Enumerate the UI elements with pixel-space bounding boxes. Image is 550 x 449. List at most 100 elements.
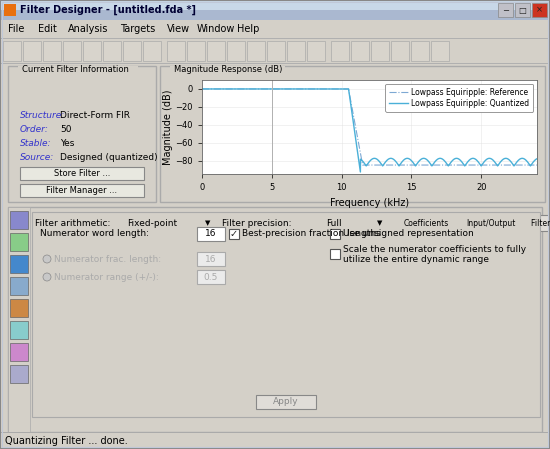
Bar	[10, 277, 28, 295]
Bar	[122, 229, 124, 230]
Lowpass Equiripple: Reference: (2.74, 0): Reference: (2.74, 0)	[237, 86, 244, 92]
Line: Lowpass Equiripple: Reference: Lowpass Equiripple: Reference	[202, 89, 537, 165]
Bar	[0, 38, 550, 64]
Y-axis label: Magnitude (dB): Magnitude (dB)	[163, 89, 173, 165]
Line: Lowpass Equiripple: Quantized: Lowpass Equiripple: Quantized	[202, 89, 537, 172]
Bar	[43, 41, 61, 61]
Bar	[287, 41, 305, 61]
Bar	[162, 229, 164, 230]
Text: Store Filter ...: Store Filter ...	[54, 169, 110, 178]
Bar	[10, 365, 28, 383]
Bar	[18, 66, 138, 75]
Bar	[134, 229, 136, 230]
Bar	[307, 41, 325, 61]
Text: ▼: ▼	[205, 220, 211, 226]
Bar	[166, 229, 168, 230]
Text: Filter arithmetic:: Filter arithmetic:	[35, 219, 111, 228]
Bar	[20, 167, 144, 180]
Bar	[118, 215, 120, 216]
Text: Analysis: Analysis	[68, 24, 108, 34]
Lowpass Equiripple: Reference: (24, -85): Reference: (24, -85)	[534, 163, 540, 168]
Bar	[178, 229, 180, 230]
Bar	[198, 229, 200, 230]
Lowpass Equiripple: Quantized: (23.5, -85.7): Quantized: (23.5, -85.7)	[527, 163, 534, 168]
Bar	[158, 229, 160, 230]
Bar	[146, 215, 148, 216]
Text: Designed (quantized): Designed (quantized)	[60, 154, 158, 163]
Bar	[122, 215, 124, 216]
Text: Use unsigned representation: Use unsigned representation	[343, 229, 474, 238]
Bar	[194, 215, 196, 216]
X-axis label: Frequency (kHz): Frequency (kHz)	[330, 198, 409, 207]
Bar	[10, 321, 28, 339]
Bar	[158, 215, 160, 216]
Bar	[178, 215, 180, 216]
Text: ▼: ▼	[377, 220, 383, 226]
Lowpass Equiripple: Quantized: (9.21, -0.0447): Quantized: (9.21, -0.0447)	[327, 86, 334, 92]
Text: Apply: Apply	[273, 397, 299, 406]
Bar	[102, 229, 104, 230]
Bar	[150, 229, 152, 230]
Bar	[170, 229, 172, 230]
Text: utilize the entire dynamic range: utilize the entire dynamic range	[343, 255, 489, 264]
Bar	[130, 229, 132, 230]
Bar	[186, 229, 188, 230]
Text: Filter Manager ...: Filter Manager ...	[46, 186, 118, 195]
Lowpass Equiripple: Quantized: (10.3, -0.0412): Quantized: (10.3, -0.0412)	[342, 86, 348, 92]
Bar	[197, 252, 225, 266]
Lowpass Equiripple: Reference: (21, -85): Reference: (21, -85)	[491, 163, 498, 168]
Bar	[174, 215, 176, 216]
Lowpass Equiripple: Reference: (9.2, 0): Reference: (9.2, 0)	[327, 86, 334, 92]
Bar	[190, 229, 192, 230]
Bar	[106, 215, 108, 216]
Bar	[102, 215, 104, 216]
Bar	[498, 3, 513, 17]
Bar	[150, 215, 152, 216]
Bar	[267, 41, 285, 61]
Bar	[198, 215, 200, 216]
Bar	[10, 343, 28, 361]
Bar	[0, 63, 550, 64]
Text: Filter Internals: Filter Internals	[531, 219, 550, 228]
Bar	[371, 41, 389, 61]
Bar	[0, 432, 550, 433]
Bar	[394, 215, 459, 231]
Bar	[102, 216, 202, 230]
Bar	[32, 212, 540, 417]
Bar	[186, 215, 188, 216]
Lowpass Equiripple: Reference: (10.2, 0): Reference: (10.2, 0)	[342, 86, 348, 92]
Bar	[83, 41, 101, 61]
Bar	[10, 233, 28, 251]
Text: Targets: Targets	[120, 24, 155, 34]
Bar	[20, 184, 144, 197]
Lowpass Equiripple: Quantized: (21, -81.3): Quantized: (21, -81.3)	[491, 159, 498, 164]
Bar	[8, 207, 30, 432]
Bar	[166, 215, 168, 216]
Text: Numerator frac. length:: Numerator frac. length:	[54, 255, 161, 264]
Bar	[154, 229, 156, 230]
Text: Best-precision fraction lengths: Best-precision fraction lengths	[242, 229, 381, 238]
Bar	[142, 215, 144, 216]
Bar	[515, 3, 530, 17]
Bar	[114, 229, 116, 230]
Bar	[154, 215, 156, 216]
Text: Input/Output: Input/Output	[466, 219, 516, 228]
Bar	[167, 41, 185, 61]
Lowpass Equiripple: Quantized: (2.74, 0.0441): Quantized: (2.74, 0.0441)	[237, 86, 244, 92]
Bar	[162, 215, 164, 216]
Text: ─: ─	[503, 5, 508, 14]
Lowpass Equiripple: Reference: (11.5, -85): Reference: (11.5, -85)	[359, 163, 366, 168]
Lowpass Equiripple: Reference: (23.5, -85): Reference: (23.5, -85)	[527, 163, 534, 168]
Text: Order:: Order:	[20, 126, 49, 135]
Bar	[202, 216, 214, 230]
Text: ×: ×	[536, 5, 543, 14]
Text: Quantizing Filter ... done.: Quantizing Filter ... done.	[5, 436, 128, 446]
Text: Current Filter Information: Current Filter Information	[22, 66, 129, 75]
Text: Fixed-point: Fixed-point	[127, 219, 177, 228]
Bar	[182, 215, 184, 216]
Bar	[374, 216, 386, 230]
Text: Numerator range (+/-):: Numerator range (+/-):	[54, 273, 159, 282]
Bar	[142, 229, 144, 230]
Text: File: File	[8, 24, 24, 34]
Bar	[23, 41, 41, 61]
